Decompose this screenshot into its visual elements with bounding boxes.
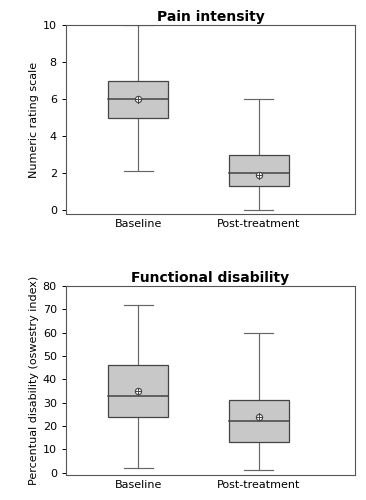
Y-axis label: Percentual disability (oswestry index): Percentual disability (oswestry index) [29, 276, 38, 485]
Bar [108, 80, 168, 118]
Title: Functional disability: Functional disability [131, 271, 290, 285]
Bar [228, 155, 289, 186]
Title: Pain intensity: Pain intensity [157, 10, 264, 24]
Y-axis label: Numeric rating scale: Numeric rating scale [29, 62, 39, 178]
Bar [108, 366, 168, 416]
Bar [228, 400, 289, 442]
